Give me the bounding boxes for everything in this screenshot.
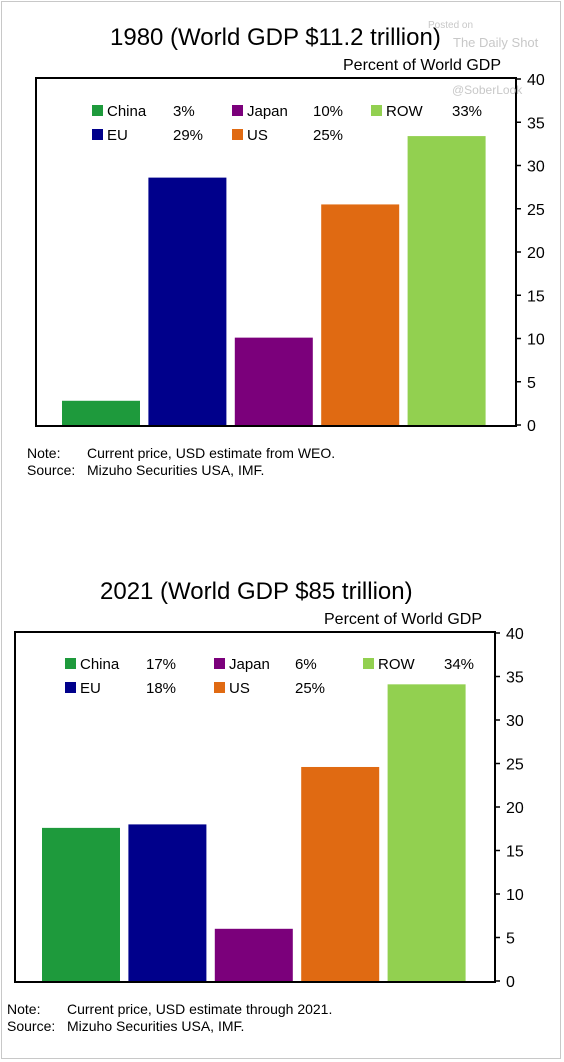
unit-label: Percent of World GDP (324, 611, 482, 628)
legend-label-us: US (247, 127, 268, 144)
legend-value-row: 34% (444, 656, 474, 673)
bar-us (321, 204, 400, 425)
bar-china (42, 827, 120, 981)
bar-us (301, 766, 380, 981)
y-tick-label: 5 (527, 375, 536, 392)
chart-panel-2021: 2021 (World GDP $85 trillion) Percent of… (0, 560, 564, 1060)
note-text: Current price, USD estimate through 2021… (67, 1001, 333, 1017)
legend-swatch-eu (65, 682, 76, 693)
chart-panel-1980: 1980 (World GDP $11.2 trillion) Percent … (0, 0, 564, 520)
chart-title: 1980 (World GDP $11.2 trillion) (110, 24, 441, 51)
legend-label-eu: EU (107, 127, 128, 144)
chart-source: Source: Mizuho Securities USA, IMF. (27, 461, 264, 479)
bar-eu (128, 824, 207, 981)
y-tick-label: 35 (506, 670, 524, 687)
legend-label-japan: Japan (229, 656, 270, 673)
legend-swatch-us (214, 682, 225, 693)
note-text: Current price, USD estimate from WEO. (87, 445, 336, 461)
legend-swatch-japan (214, 658, 225, 669)
watermark-brand: The Daily Shot (453, 35, 539, 50)
source-label: Source: (27, 462, 76, 478)
legend-swatch-eu (92, 129, 103, 140)
legend-value-china: 3% (173, 103, 195, 120)
chart-note: Note: Current price, USD estimate through… (7, 1000, 332, 1018)
y-tick-label: 20 (527, 245, 545, 262)
note-label: Note: (7, 1001, 41, 1017)
bar-china (62, 400, 140, 425)
legend-label-china: China (80, 656, 120, 673)
y-tick-label: 40 (527, 72, 545, 89)
legend-swatch-china (65, 658, 76, 669)
bar-japan (234, 337, 313, 425)
y-tick-label: 0 (506, 974, 515, 991)
legend-label-china: China (107, 103, 147, 120)
legend-value-japan: 6% (295, 656, 317, 673)
bar-row (387, 684, 466, 981)
legend-value-china: 17% (146, 656, 176, 673)
legend-swatch-us (232, 129, 243, 140)
y-tick-label: 40 (506, 626, 524, 643)
y-tick-label: 15 (506, 844, 524, 861)
legend-value-row: 33% (452, 103, 482, 120)
legend-label-us: US (229, 680, 250, 697)
y-tick-label: 35 (527, 115, 545, 132)
legend-label-row: ROW (378, 656, 416, 673)
bar-chart-2021: 0 5 10 15 20 25 30 35 40 China 17% Japan 6% ROW 34% EU 1… (42, 626, 524, 991)
chart-title: 2021 (World GDP $85 trillion) (100, 578, 413, 605)
legend-value-us: 25% (295, 680, 325, 697)
chart-source: Source: Mizuho Securities USA, IMF. (7, 1017, 244, 1035)
legend-label-japan: Japan (247, 103, 288, 120)
legend-swatch-china (92, 105, 103, 116)
y-tick-label: 10 (506, 887, 524, 904)
watermark-posted-on: Posted on (428, 20, 474, 31)
watermark-handle: @SoberLook (452, 83, 523, 97)
legend-label-eu: EU (80, 680, 101, 697)
bar-eu (148, 177, 227, 425)
y-tick-label: 0 (527, 418, 536, 435)
y-tick-label: 25 (527, 202, 545, 219)
unit-label: Percent of World GDP (343, 57, 501, 74)
y-tick-label: 20 (506, 800, 524, 817)
source-text: Mizuho Securities USA, IMF. (67, 1018, 245, 1034)
legend-value-us: 25% (313, 127, 343, 144)
chart-note: Note: Current price, USD estimate from WE… (27, 444, 335, 462)
legend-label-row: ROW (386, 103, 424, 120)
legend-value-japan: 10% (313, 103, 343, 120)
bar-chart-1980: 0 5 10 15 20 25 30 35 40 China 3% Japan 10% ROW 33% EU 2… (62, 72, 545, 435)
y-tick-label: 10 (527, 332, 545, 349)
source-label: Source: (7, 1018, 56, 1034)
legend-swatch-row (363, 658, 374, 669)
y-tick-label: 25 (506, 757, 524, 774)
note-label: Note: (27, 445, 61, 461)
source-text: Mizuho Securities USA, IMF. (87, 462, 265, 478)
y-tick-label: 30 (506, 713, 524, 730)
legend-value-eu: 18% (146, 680, 176, 697)
y-tick-label: 5 (506, 931, 515, 948)
legend-value-eu: 29% (173, 127, 203, 144)
legend-swatch-row (371, 105, 382, 116)
legend-swatch-japan (232, 105, 243, 116)
y-tick-label: 15 (527, 288, 545, 305)
bar-row (407, 136, 486, 425)
y-tick-label: 30 (527, 159, 545, 176)
bar-japan (214, 928, 293, 981)
